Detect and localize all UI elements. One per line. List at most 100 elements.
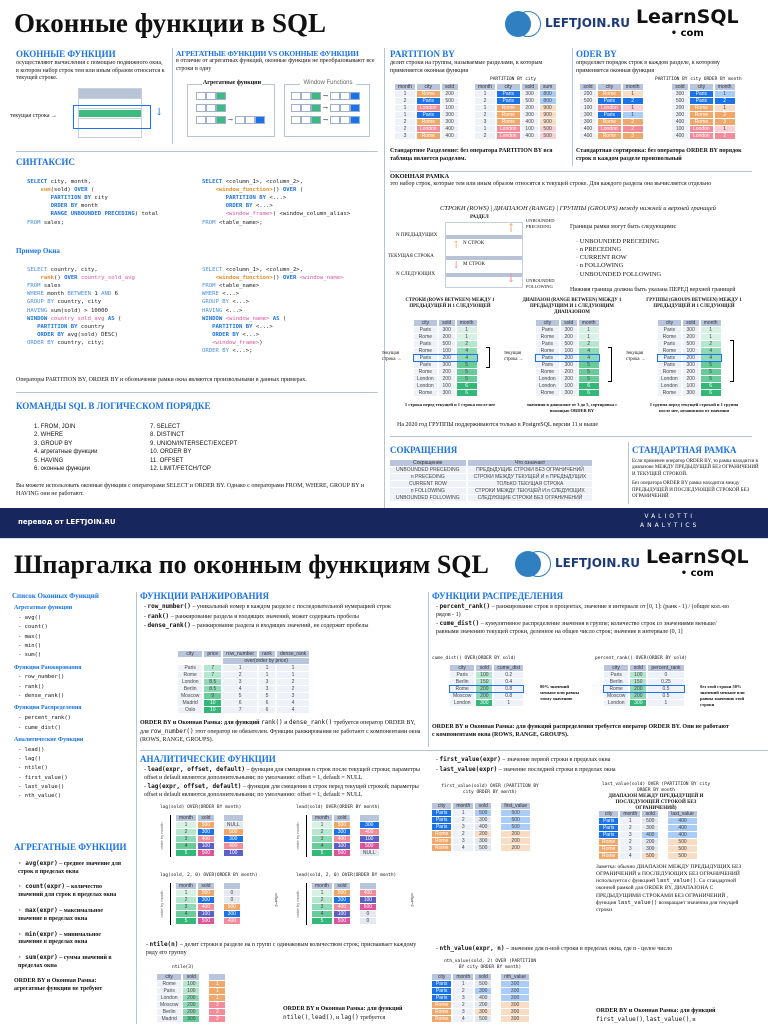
window-example-code: SELECT country, city, rank() OVER countr…	[27, 266, 135, 347]
table-cell: 2	[700, 341, 721, 347]
table-cell: London	[178, 679, 203, 685]
column-header	[209, 974, 226, 980]
code-token: 1	[91, 291, 102, 298]
table-row: 1 Rome 200	[395, 91, 458, 97]
bounds-title: Границы рамки могут быть следующими:	[570, 224, 677, 230]
code-token: OVER	[64, 275, 78, 282]
code-token: HAVING	[27, 307, 48, 314]
table-cell: Rome	[598, 119, 621, 125]
table-cell	[216, 829, 222, 835]
code-token: (	[296, 187, 304, 194]
table-cell: Rome	[536, 334, 559, 340]
function-list-item[interactable]: - last_value()	[18, 784, 65, 791]
table-cell: 400	[672, 133, 688, 139]
code-token: BETWEEN	[67, 291, 91, 298]
table-cell: 2	[622, 126, 643, 132]
table-row: Moscow 200 0.8	[450, 693, 524, 699]
text: Заметка: обычно ДИАПАЗОН МЕЖДУ ПРЕДЫДУЩИ…	[596, 864, 742, 885]
table-cell: 400	[359, 890, 376, 896]
frame-example-title: СТРОКИ (ROWS BETWEEN) МЕЖДУ 1 ПРЕДЫДУЩЕЙ…	[405, 298, 495, 309]
table-cell	[216, 897, 222, 903]
text: ,	[642, 1016, 646, 1023]
code-token: ORDER BY	[212, 331, 240, 338]
function-description: – среднее значение для строк в пределах …	[18, 860, 122, 875]
table-cell: 300	[223, 911, 240, 917]
function-name: nth_value(expr, n)	[439, 945, 505, 952]
table-cell: 2	[176, 897, 196, 903]
table-cell: 200	[580, 91, 596, 97]
function-list-item[interactable]: - min()	[18, 642, 42, 649]
code-token: PARTITION BY	[50, 195, 91, 202]
table-cell: 100	[682, 383, 699, 389]
function-list-item[interactable]: - nth_value()	[18, 793, 62, 800]
order-item: 6. оконные функции	[34, 465, 90, 472]
function-list-item[interactable]: - count()	[18, 624, 48, 631]
table-cell: 1	[276, 665, 310, 671]
table-row: 1 Paris 300 800	[475, 91, 556, 97]
column-header: city	[432, 974, 452, 980]
code-token: <...>	[218, 291, 240, 298]
table-cell: Paris	[536, 327, 559, 333]
function-list-item[interactable]: - max()	[18, 633, 42, 640]
frame-example-caption: значения в диапазоне от 3 до 5, сортиров…	[526, 402, 618, 413]
table-cell: 7	[223, 707, 257, 713]
page-title: Оконные функции в SQL	[14, 8, 327, 38]
function-list-item[interactable]: - cume_dist()	[18, 724, 62, 731]
table-row: 2 300 100	[312, 897, 376, 903]
function-list-item[interactable]: - lead()	[18, 746, 45, 753]
table-row: Paris 100 0.2	[450, 672, 524, 678]
table-cell: Rome	[536, 348, 559, 354]
table-cell: 1	[209, 981, 226, 987]
table-cell	[201, 1016, 207, 1022]
table-cell: 1	[700, 327, 721, 333]
table-row: Paris 500 2	[536, 341, 599, 347]
table-row: Paris 100 0	[604, 672, 684, 678]
table-cell: 2	[312, 829, 332, 835]
code-token	[202, 324, 212, 330]
function-name: first_value(expr)	[439, 756, 501, 763]
table-cell: 4	[700, 355, 721, 361]
first-value-caption: first_value(sold) OVER (PARTITION BY cit…	[441, 784, 539, 795]
table-cell: Paris	[658, 362, 681, 368]
divider	[136, 592, 137, 1024]
table-cell: 2	[395, 126, 415, 132]
function-list-item[interactable]: - percent_rank()	[18, 715, 71, 722]
table-cell: 2	[714, 133, 735, 139]
table-cell: 500	[333, 822, 350, 828]
code-line: sum(sold) OVER (	[27, 186, 158, 194]
function-list-item[interactable]: - dense_rank()	[18, 693, 65, 700]
table-row: 300 Paris 1	[580, 112, 643, 118]
table-row: Paris 300 1	[658, 327, 721, 333]
table-cell: 500	[672, 98, 688, 104]
function-list-item[interactable]: - row_number()	[18, 674, 65, 681]
table-cell: 4	[456, 355, 477, 361]
table-cell	[493, 838, 499, 844]
table-cell: Paris	[658, 341, 681, 347]
function-list-item[interactable]: - lag()	[18, 756, 42, 763]
bounds-note: Нижняя граница должна быть указана ПЕРЕД…	[570, 287, 736, 293]
table-cell: 100	[441, 105, 458, 111]
text: требуется оператор ORDER BY, для	[140, 720, 416, 735]
function-list-item[interactable]: - rank()	[18, 683, 45, 690]
code-token	[202, 275, 215, 281]
table-cell: 500	[333, 850, 350, 856]
section-heading: ODER BY	[576, 49, 617, 59]
table-cell: 300	[223, 836, 243, 842]
data-table: city price row_number rank dense_rank over(or…	[176, 650, 311, 714]
function-list-item[interactable]: - sum()	[18, 652, 42, 659]
table-cell: 1	[714, 105, 735, 111]
table-cell: 800	[539, 98, 556, 104]
function-group-title: Функции Распределения	[14, 705, 82, 712]
table-cell: London	[414, 383, 437, 389]
header-row: month sold	[312, 883, 376, 889]
table-cell: 100	[359, 836, 379, 842]
table-row: Rome 200 0.8	[448, 685, 525, 693]
table-row: Paris 300 1	[414, 327, 477, 333]
table-row: 3 400 100	[312, 836, 379, 842]
code-token: WINDOW	[202, 315, 226, 322]
function-list-item[interactable]: - avg()	[18, 614, 42, 621]
function-list-item[interactable]: - first_value()	[18, 774, 68, 781]
table-cell: 6	[578, 383, 599, 389]
column-header: month	[475, 84, 495, 90]
function-list-item[interactable]: - ntile()	[18, 765, 48, 772]
